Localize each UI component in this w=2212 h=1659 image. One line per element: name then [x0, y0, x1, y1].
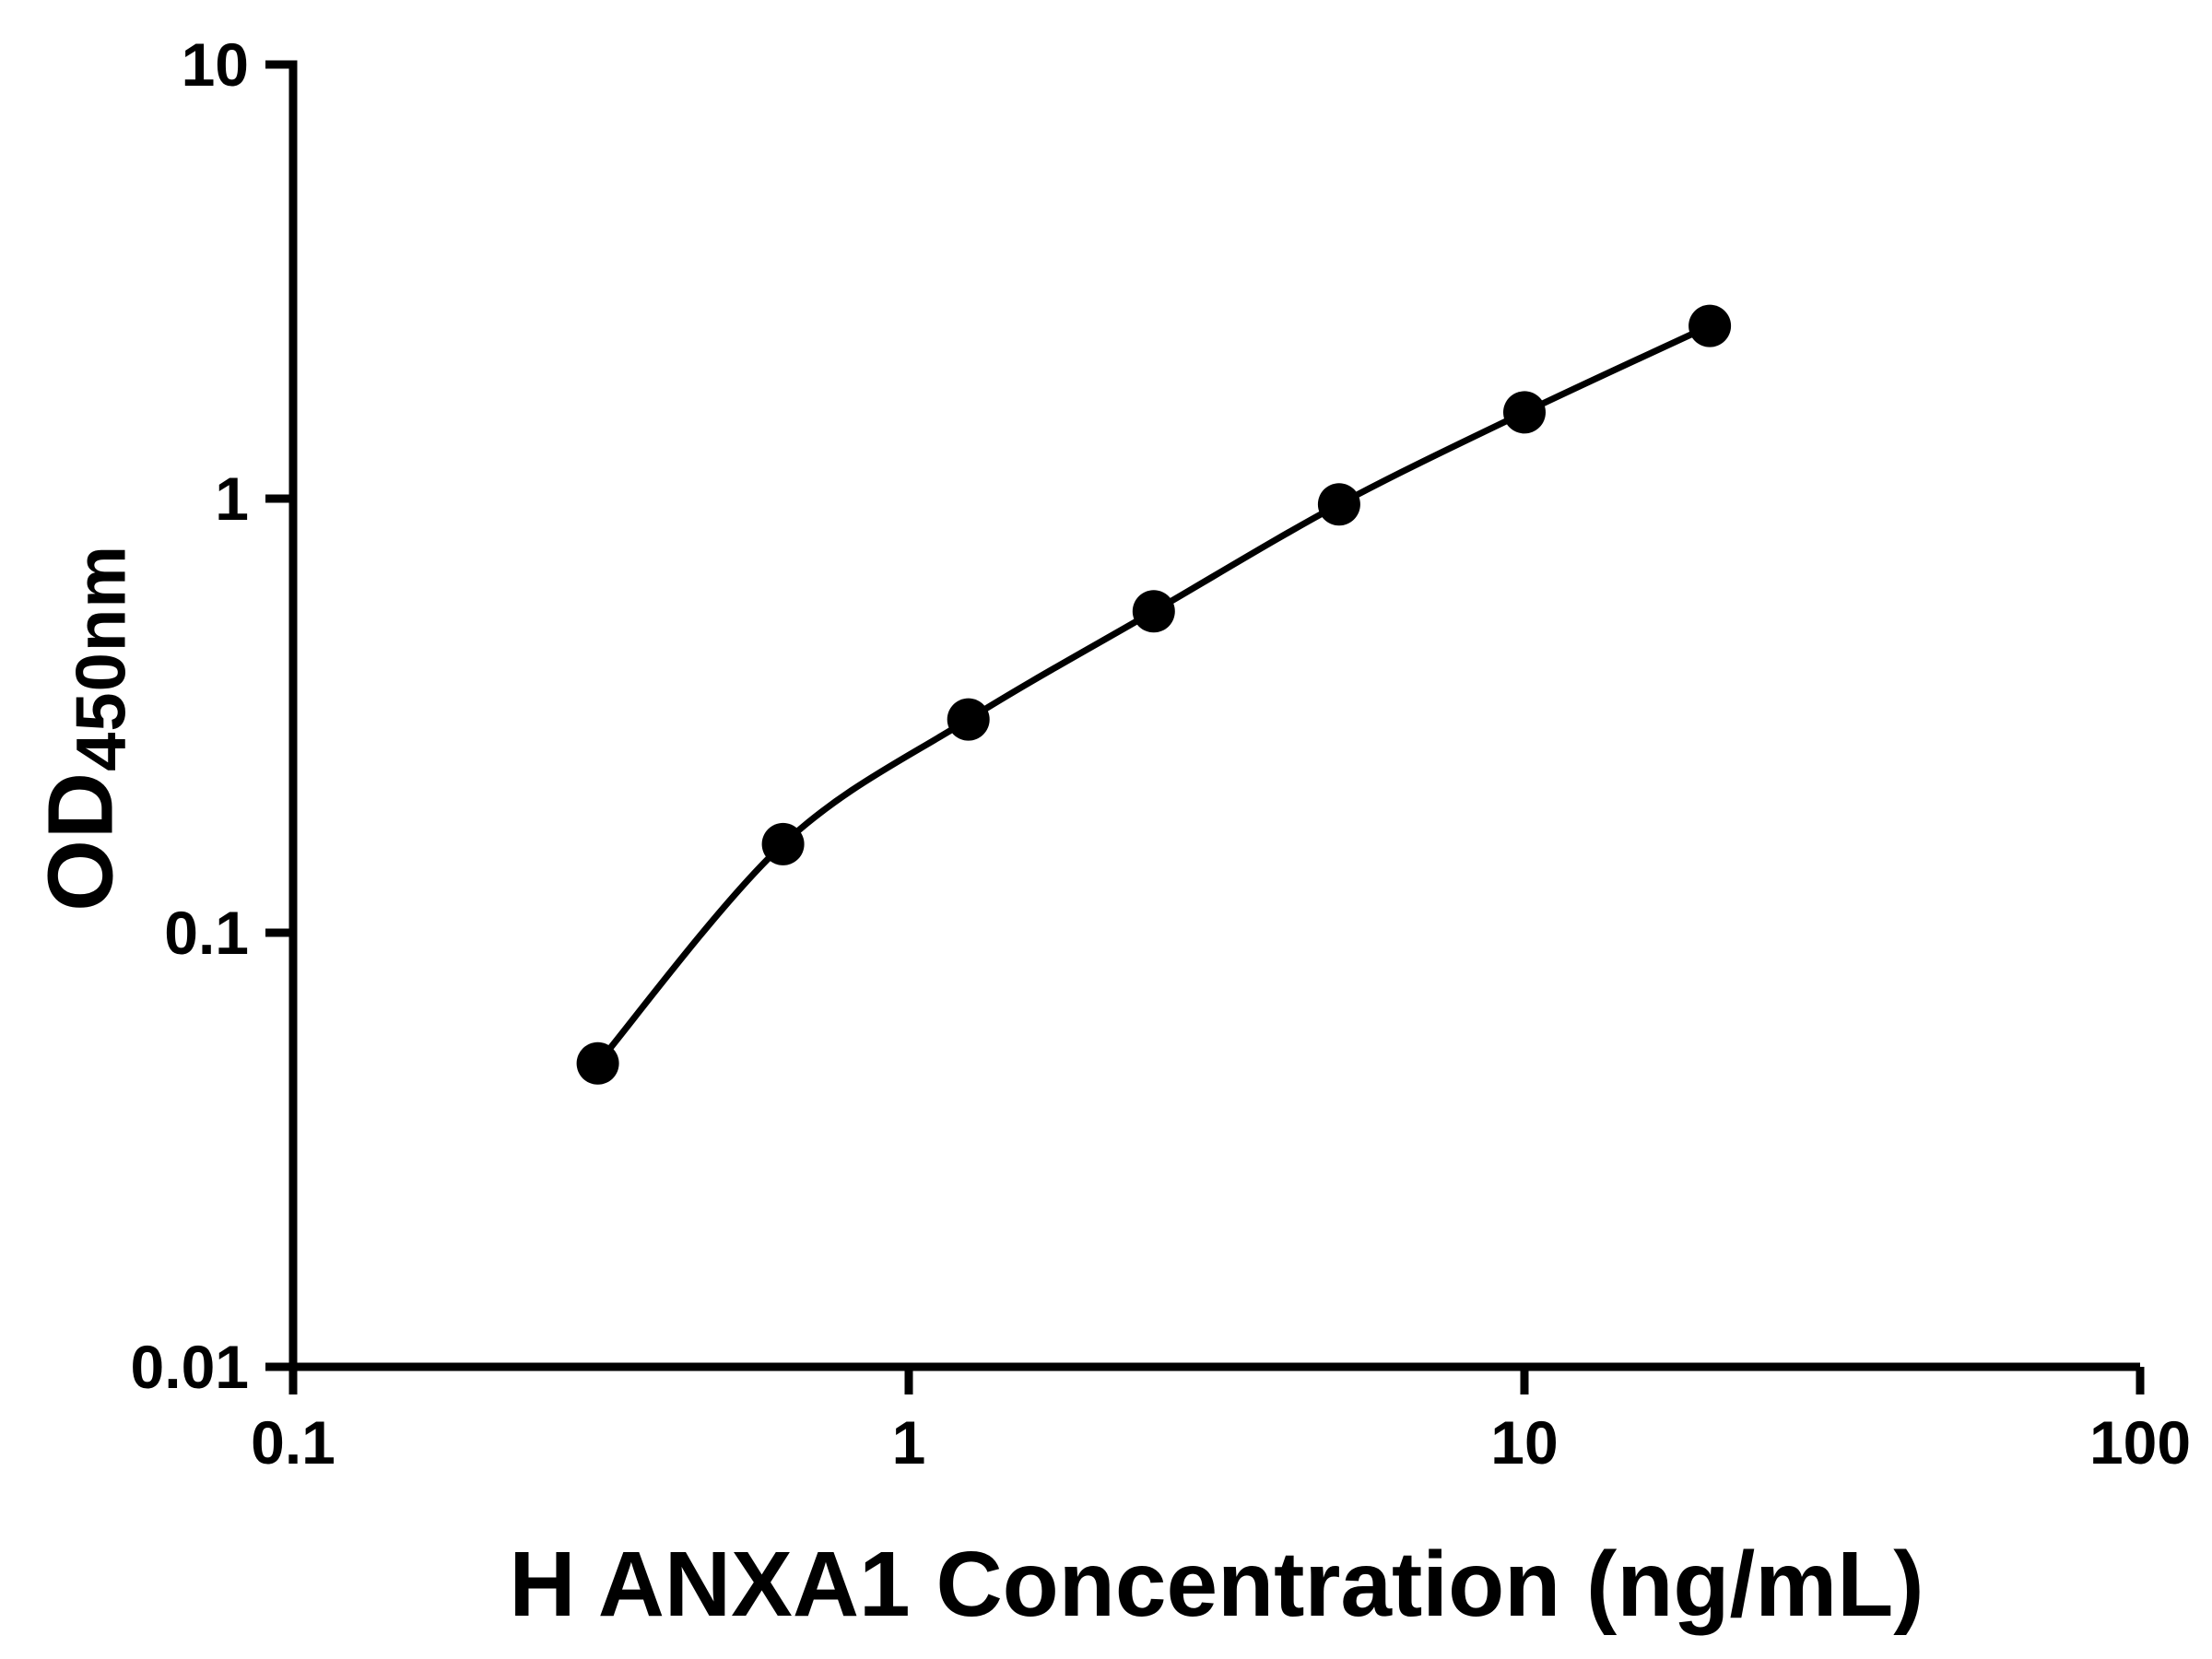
x-axis-tick-label: 10 — [1490, 1408, 1558, 1477]
y-axis-tick-label: 1 — [215, 465, 249, 533]
y-axis-title-main: OD — [29, 771, 133, 912]
data-point-marker — [1688, 304, 1732, 347]
standard-curve-line — [594, 323, 1712, 1066]
data-point-marker — [576, 1041, 619, 1085]
x-axis-title: H ANXA1 Concentration (ng/mL) — [509, 1533, 1924, 1636]
y-axis-title: OD450nm — [29, 545, 142, 912]
x-axis-tick-label: 0.1 — [251, 1408, 335, 1477]
y-axis-tick-label: 0.1 — [164, 899, 249, 967]
y-axis-tick-label: 0.01 — [131, 1333, 249, 1401]
data-point-marker — [1132, 590, 1175, 633]
data-point-marker — [1503, 391, 1546, 434]
data-point-marker — [761, 822, 805, 865]
x-axis-tick-label: 100 — [2089, 1408, 2191, 1477]
axis-spines — [288, 60, 2140, 1371]
y-axis-tick-label: 10 — [182, 30, 249, 99]
data-point-marker — [1317, 483, 1360, 526]
data-point-marker — [947, 698, 990, 741]
x-axis-tick-label: 1 — [892, 1408, 926, 1477]
y-axis-title-subscript: 450nm — [62, 545, 141, 771]
